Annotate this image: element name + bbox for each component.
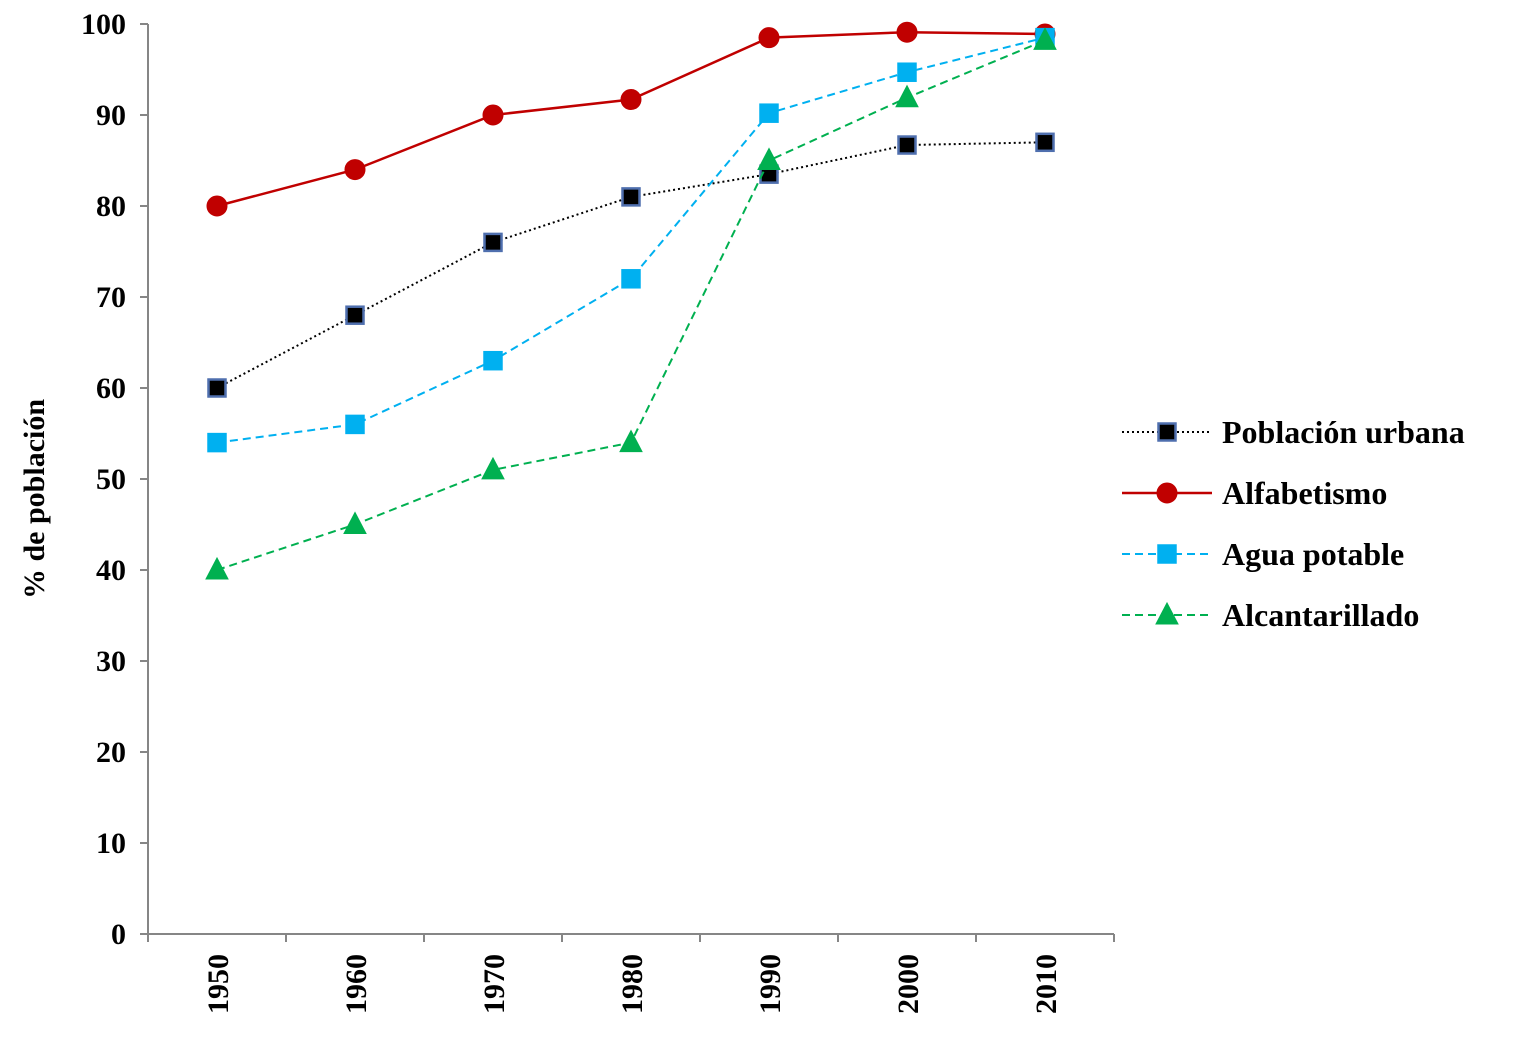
y-tick-label: 40 (96, 554, 126, 587)
legend-entry: Población urbana (1122, 414, 1465, 450)
x-tick-label: 1950 (202, 954, 235, 1014)
legend-label: Alfabetismo (1222, 475, 1387, 511)
y-tick-label: 50 (96, 463, 126, 496)
legend-marker (1156, 482, 1178, 504)
legend-label: Población urbana (1222, 414, 1465, 450)
data-point (482, 104, 504, 126)
axes: 0 10 20 30 40 50 60 70 80 90 100 1950 1960 1970 1980 19… (18, 8, 1115, 1014)
y-tick-label: 0 (111, 918, 126, 951)
data-point (619, 429, 643, 453)
y-tick-label: 30 (96, 645, 126, 678)
data-point (620, 89, 642, 111)
data-point (483, 350, 503, 371)
data-point (758, 27, 780, 49)
x-tick-label: 1990 (754, 954, 787, 1014)
legend-marker (1157, 544, 1177, 564)
y-tick-label: 100 (81, 8, 126, 41)
y-tick-label: 20 (96, 736, 126, 769)
legend-entry: Alfabetismo (1122, 475, 1387, 511)
x-tick-label: 1980 (616, 954, 649, 1014)
y-axis-title: % de población (18, 399, 51, 599)
series-line (216, 30, 1046, 208)
y-tick-label: 70 (96, 281, 126, 314)
x-tick-label: 1960 (340, 954, 373, 1014)
data-point (1035, 132, 1055, 153)
data-point (206, 195, 228, 217)
y-tick-label: 10 (96, 827, 126, 860)
x-tick-label: 1970 (478, 954, 511, 1014)
data-point (207, 432, 227, 453)
series-alfabetismo (206, 21, 1056, 217)
data-point (483, 232, 503, 253)
legend-label: Alcantarillado (1222, 597, 1419, 633)
y-tick-label: 60 (96, 372, 126, 405)
x-tick-label: 2010 (1030, 954, 1063, 1014)
y-tick-label: 80 (96, 190, 126, 223)
data-point (759, 103, 779, 123)
legend: Población urbana Alfabetismo Agua potable A… (1122, 414, 1465, 633)
x-tick-label: 2000 (892, 954, 925, 1014)
data-point (207, 378, 227, 398)
data-point (1033, 27, 1057, 50)
legend-entry: Agua potable (1122, 536, 1404, 572)
data-point (621, 269, 641, 289)
data-point (757, 147, 781, 170)
data-point (621, 187, 641, 207)
series-group (205, 21, 1057, 580)
legend-marker (1157, 422, 1177, 442)
series-line (216, 141, 1046, 389)
data-point (897, 135, 917, 155)
series-alcantarillado (205, 27, 1057, 580)
series-line (216, 39, 1046, 571)
series-poblaci-n-urbana (207, 132, 1055, 398)
data-point (897, 62, 917, 82)
data-point (345, 305, 365, 325)
data-point (205, 556, 229, 580)
legend-entry: Alcantarillado (1122, 597, 1419, 633)
data-point (345, 414, 365, 435)
data-point (481, 456, 505, 480)
data-point (343, 511, 367, 534)
data-point (344, 159, 366, 181)
data-point (895, 84, 919, 108)
legend-label: Agua potable (1222, 536, 1404, 572)
y-tick-label: 90 (96, 99, 126, 132)
legend-marker (1155, 601, 1179, 625)
data-point (896, 21, 918, 43)
